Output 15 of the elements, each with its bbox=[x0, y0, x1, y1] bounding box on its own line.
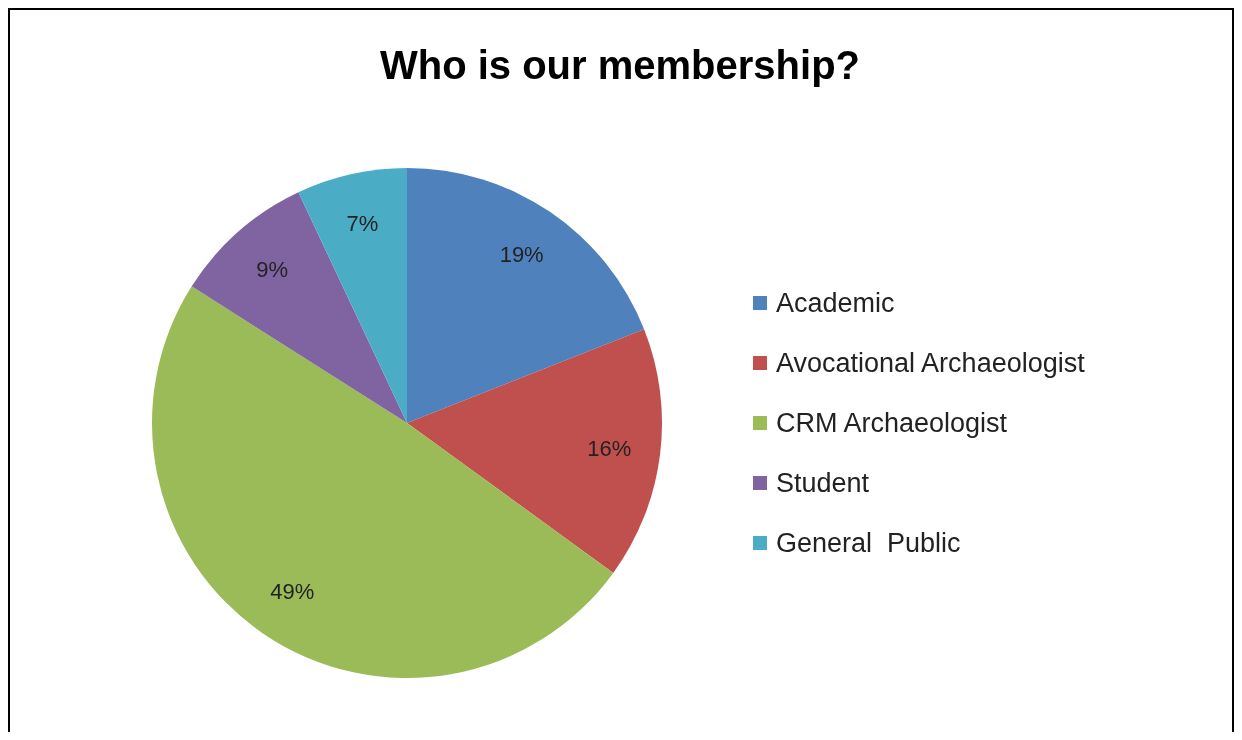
data-label: 16% bbox=[587, 436, 632, 462]
data-label: 19% bbox=[499, 241, 544, 267]
data-label: 49% bbox=[270, 579, 315, 605]
legend-label: General Public bbox=[776, 528, 961, 558]
legend-label: Avocational Archaeologist bbox=[776, 348, 1086, 378]
chart-title: Who is our membership? bbox=[379, 43, 861, 87]
pie-slice bbox=[298, 168, 407, 423]
data-label: 9% bbox=[256, 257, 288, 283]
pie-slice bbox=[191, 192, 407, 423]
pie-slice bbox=[407, 168, 645, 423]
pie-slice bbox=[407, 329, 662, 573]
data-label: 7% bbox=[346, 211, 379, 237]
legend-label: Student bbox=[776, 468, 870, 498]
legend-label: CRM Archaeologist bbox=[776, 408, 1008, 438]
legend-label: Academic bbox=[776, 288, 895, 318]
